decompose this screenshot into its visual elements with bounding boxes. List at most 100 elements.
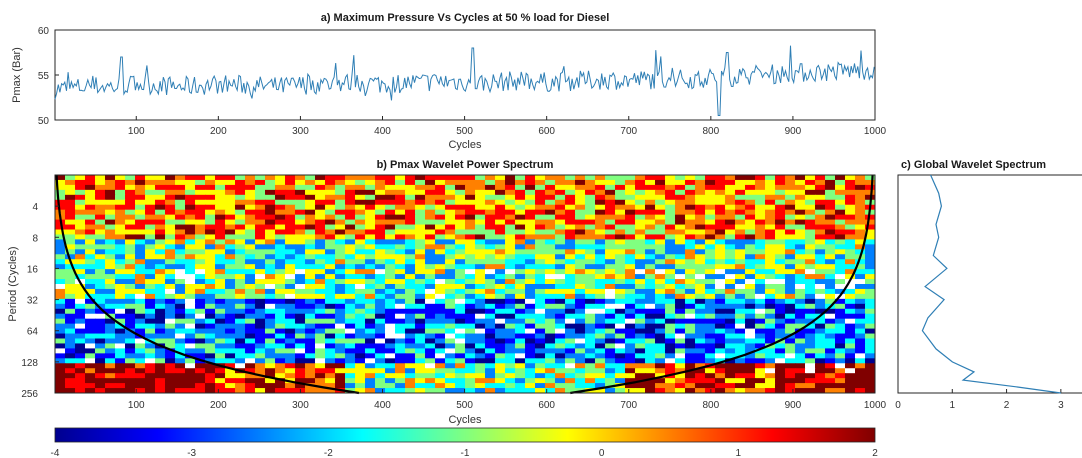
heatmap-cell [495,378,506,384]
heatmap-cell [125,338,136,345]
heatmap-cell [265,229,276,236]
heatmap-cell [235,259,246,265]
heatmap-cell [425,313,436,320]
heatmap-cell [375,293,386,300]
heatmap-cell [205,323,216,330]
heatmap-cell [825,249,836,255]
heatmap-cell [225,224,236,231]
colorbar-tick-label: 0 [599,448,605,458]
heatmap-cell [515,244,526,250]
heatmap-cell [245,348,256,354]
heatmap-cell [665,259,676,265]
heatmap-cell [845,363,856,369]
heatmap-cell [705,244,716,250]
heatmap-cell [495,259,506,265]
heatmap-cell [565,363,576,369]
heatmap-cell [385,234,396,240]
heatmap-cell [515,333,526,340]
heatmap-cell [565,318,576,325]
heatmap-cell [755,234,766,240]
heatmap-cell [215,303,226,310]
heatmap-cell [795,353,806,359]
heatmap-cell [485,189,496,196]
heatmap-cell [325,333,336,340]
heatmap-cell [205,343,216,349]
heatmap-cell [475,313,486,320]
heatmap-cell [765,179,776,186]
heatmap-cell [705,338,716,345]
heatmap-cell [175,209,186,216]
heatmap-cell [695,378,706,384]
heatmap-cell [725,338,736,345]
heatmap-cell [345,338,356,345]
heatmap-cell [295,269,306,275]
heatmap-cell [655,184,666,191]
heatmap-cell [445,214,456,221]
heatmap-cell [285,214,296,221]
heatmap-cell [725,368,736,374]
heatmap-cell [545,254,556,260]
heatmap-cell [135,279,146,285]
heatmap-cell [495,179,506,186]
heatmap-cell [495,199,506,206]
heatmap-cell [815,184,826,191]
heatmap-cell [525,303,536,310]
heatmap-cell [565,224,576,231]
heatmap-cell [775,303,786,310]
heatmap-cell [305,189,316,196]
heatmap-cell [275,269,286,275]
heatmap-cell [415,204,426,211]
heatmap-cell [165,388,176,393]
heatmap-cell [85,333,96,340]
heatmap-cell [685,274,696,280]
heatmap-cell [735,194,746,201]
heatmap-cell [855,373,866,379]
heatmap-cell [655,249,666,255]
heatmap-cell [805,269,816,275]
heatmap-cell [265,388,276,393]
heatmap-cell [435,368,446,374]
heatmap-cell [835,288,846,295]
heatmap-cell [685,383,696,389]
heatmap-cell [645,323,656,330]
heatmap-cell [865,249,875,255]
heatmap-cell [695,239,706,245]
heatmap-cell [85,353,96,359]
heatmap-cell [255,199,266,206]
heatmap-cell [175,279,186,285]
heatmap-cell [595,288,606,295]
heatmap-cell [775,293,786,300]
heatmap-cell [775,254,786,260]
heatmap-cell [315,194,326,201]
heatmap-cell [75,343,86,349]
heatmap-cell [765,343,776,349]
heatmap-cell [95,269,106,275]
heatmap-cell [755,368,766,374]
heatmap-cell [555,204,566,211]
heatmap-cell [215,308,226,315]
heatmap-cell [275,279,286,285]
heatmap-cell [455,214,466,221]
heatmap-cell [735,308,746,315]
heatmap-cell [205,368,216,374]
heatmap-cell [865,184,875,191]
heatmap-cell [195,234,206,240]
heatmap-cell [505,358,516,364]
heatmap-cell [515,293,526,300]
chart-c-xtick-label: 1 [950,400,956,411]
heatmap-cell [445,368,456,374]
heatmap-cell [375,323,386,330]
heatmap-cell [825,179,836,186]
heatmap-cell [715,269,726,275]
chart-b-xtick-label: 100 [128,400,145,411]
heatmap-cell [75,189,86,196]
heatmap-cell [265,343,276,349]
heatmap-cell [205,249,216,255]
heatmap-cell [195,348,206,354]
heatmap-cell [475,284,486,290]
heatmap-cell [755,224,766,231]
heatmap-cell [265,259,276,265]
heatmap-cell [835,358,846,364]
heatmap-cell [185,338,196,345]
heatmap-cell [95,328,106,335]
